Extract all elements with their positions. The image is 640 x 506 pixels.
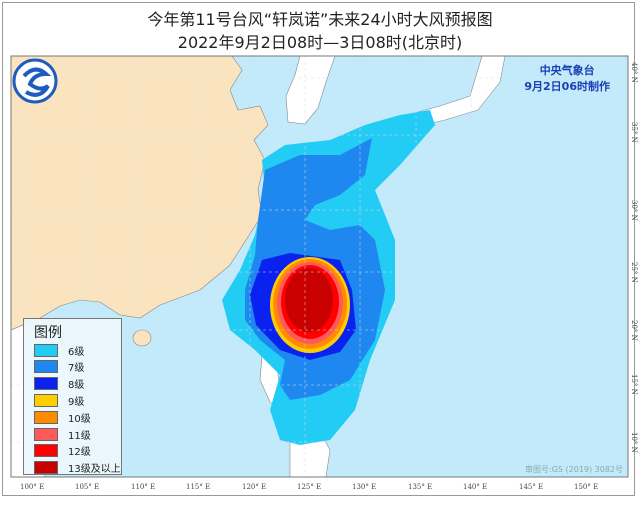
latitude-label: 25° N (630, 262, 638, 283)
latitude-label: 30° N (630, 200, 638, 221)
legend-swatch (34, 444, 58, 458)
legend-label: 12级 (68, 447, 91, 459)
legend-item: 10级 (34, 409, 91, 425)
map-border (10, 55, 629, 478)
agency-block: 中央气象台 9月2日06时制作 (524, 63, 610, 95)
legend-label: 7级 (68, 363, 85, 375)
latitude-label: 20° N (630, 320, 638, 341)
legend-label: 10级 (68, 413, 91, 425)
legend-item: 13级及以上 (34, 460, 121, 476)
legend-item: 8级 (34, 376, 84, 392)
issue-time: 9月2日06时制作 (524, 80, 610, 93)
longitude-label: 140° E (463, 483, 488, 491)
longitude-label: 105° E (75, 483, 100, 491)
longitude-label: 150° E (574, 483, 599, 491)
legend-swatch (34, 377, 58, 391)
legend-label: 9级 (68, 396, 85, 408)
longitude-label: 115° E (186, 483, 211, 491)
latitude-label: 35° N (630, 122, 638, 143)
china-land (11, 56, 269, 331)
legend-item: 6级 (34, 342, 84, 358)
legend-item: 9级 (34, 392, 84, 408)
longitude-label: 100° E (20, 483, 45, 491)
agency-name: 中央气象台 (539, 64, 595, 77)
legend-label: 11级 (68, 430, 91, 442)
legend-swatch (34, 360, 58, 374)
legend-label: 6级 (68, 346, 85, 358)
legend-label: 13级及以上 (68, 464, 121, 476)
legend-swatch (34, 343, 58, 357)
legend-title: 图例 (34, 325, 62, 341)
legend-swatch (34, 410, 58, 424)
latitude-label: 10° N (630, 432, 638, 453)
legend-swatch (34, 461, 58, 475)
latitude-label: 15° N (630, 374, 638, 395)
map-subtitle: 2022年9月2日08时—3日08时(北京时) (177, 33, 463, 52)
longitude-label: 110° E (131, 483, 156, 491)
legend-item: 12级 (34, 443, 91, 459)
hainan-island (132, 329, 152, 347)
legend-swatch (34, 393, 58, 407)
map-title: 今年第11号台风“轩岚诺”未来24小时大风预报图 (147, 10, 493, 29)
longitude-label: 130° E (352, 483, 377, 491)
legend-label: 8级 (68, 380, 85, 392)
latitude-label: 40° N (630, 62, 638, 83)
map-approval-number: 审图号:GS (2019) 3082号 (525, 465, 624, 474)
legend-swatch (34, 427, 58, 441)
figure-frame (2, 2, 635, 496)
legend: 图例 6级 7级 8级 9级 10级 11级 12级 13级及以上 (23, 318, 122, 475)
gale-level-13 (285, 268, 333, 332)
cma-logo (12, 58, 58, 104)
longitude-label: 125° E (297, 483, 322, 491)
legend-item: 7级 (34, 359, 84, 375)
longitude-label: 135° E (408, 483, 433, 491)
legend-item: 11级 (34, 426, 91, 442)
longitude-label: 145° E (519, 483, 544, 491)
longitude-label: 120° E (242, 483, 267, 491)
